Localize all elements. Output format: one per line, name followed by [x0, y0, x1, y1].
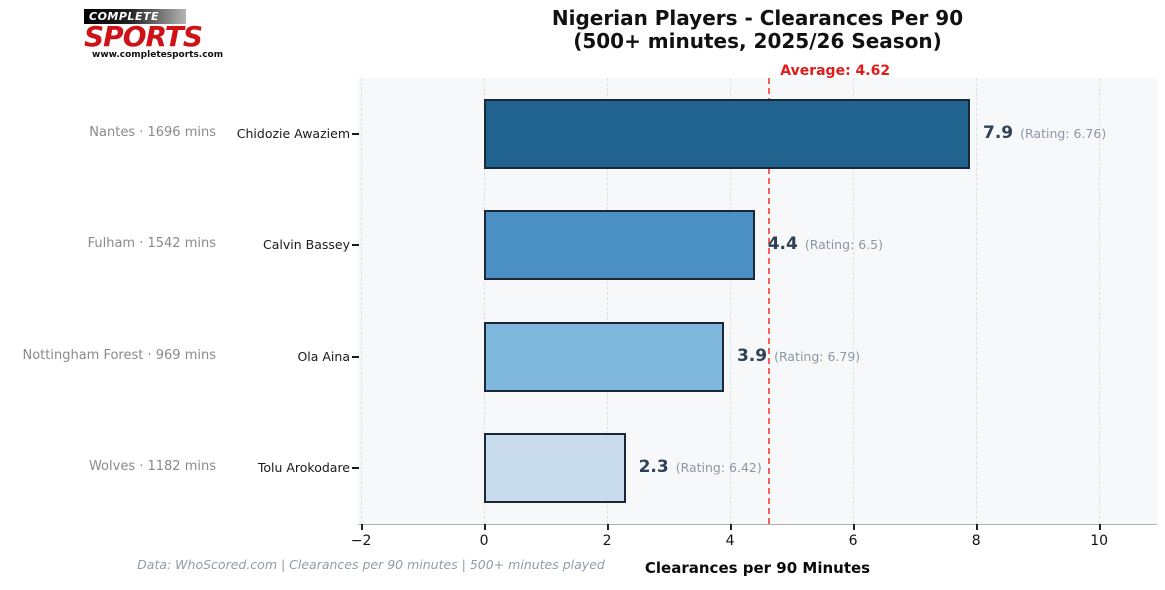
- value-number: 2.3: [638, 457, 669, 478]
- x-tick-label-6: 6: [848, 533, 858, 549]
- club-minutes-label-chidozie-awaziem: Nantes · 1696 mins: [89, 124, 216, 140]
- gridline-x-8: [976, 78, 978, 524]
- club-minutes-label-calvin-bassey: Fulham · 1542 mins: [87, 236, 216, 252]
- logo-complete-text: COMPLETE: [84, 9, 186, 24]
- average-line: [768, 78, 771, 524]
- player-name-label-ola-aina: Ola Aina: [297, 348, 350, 364]
- chart-title-line2: (500+ minutes, 2025/26 Season): [573, 29, 942, 53]
- y-tick-mark-ola-aina: [352, 355, 359, 358]
- y-tick-mark-calvin-bassey: [352, 244, 359, 247]
- player-name-label-calvin-bassey: Calvin Bassey: [263, 237, 350, 253]
- value-label-chidozie-awaziem: 7.9 (Rating: 6.76): [983, 123, 1106, 143]
- completesports-logo: COMPLETE SPORTS www.completesports.com: [84, 9, 224, 60]
- x-tick-mark-10: [1099, 524, 1101, 530]
- value-rating: (Rating: 6.76): [1020, 125, 1107, 141]
- gridline-x-10: [1099, 78, 1101, 524]
- value-label-ola-aina: 3.9 (Rating: 6.79): [737, 346, 860, 366]
- x-tick-label--2: −2: [350, 533, 372, 549]
- bar-calvin-bassey[interactable]: [484, 210, 755, 281]
- bar-chidozie-awaziem[interactable]: [484, 98, 970, 169]
- player-name-label-chidozie-awaziem: Chidozie Awaziem: [236, 125, 350, 141]
- gridline-x-0: [484, 78, 486, 524]
- chart-title: Nigerian Players - Clearances Per 90 (50…: [355, 7, 1160, 53]
- gridline-x-6: [853, 78, 855, 524]
- y-tick-mark-tolu-arokodare: [352, 467, 359, 470]
- club-minutes-label-tolu-arokodare: Wolves · 1182 mins: [88, 459, 216, 475]
- value-number: 7.9: [983, 122, 1014, 143]
- x-tick-mark-2: [607, 524, 609, 530]
- average-label: Average: 4.62: [780, 63, 891, 79]
- x-tick-label-4: 4: [725, 533, 735, 549]
- value-rating: (Rating: 6.42): [675, 460, 762, 476]
- x-tick-mark-0: [484, 524, 486, 530]
- value-number: 3.9: [736, 345, 768, 366]
- value-rating: (Rating: 6.79): [774, 348, 861, 364]
- value-rating: (Rating: 6.5): [804, 237, 883, 253]
- x-tick-label-2: 2: [602, 533, 612, 549]
- value-label-calvin-bassey: 4.4 (Rating: 6.5): [768, 234, 883, 254]
- value-label-tolu-arokodare: 2.3 (Rating: 6.42): [639, 457, 762, 477]
- plot-area: 7.9 (Rating: 6.76) 4.4 (Rating: 6.5) 3.9 (Rat…: [358, 78, 1157, 525]
- x-tick-label-10: 10: [1090, 533, 1109, 549]
- x-tick-mark-8: [976, 524, 978, 530]
- data-source-note: Data: WhoScored.com | Clearances per 90 …: [137, 557, 605, 572]
- gridline-x--2: [361, 78, 363, 524]
- x-tick-mark--2: [361, 524, 363, 530]
- x-tick-mark-6: [853, 524, 855, 530]
- chart-title-line1: Nigerian Players - Clearances Per 90: [551, 6, 964, 30]
- club-minutes-label-ola-aina: Nottingham Forest · 969 mins: [22, 347, 216, 363]
- bar-tolu-arokodare[interactable]: [484, 433, 626, 504]
- x-tick-label-0: 0: [479, 533, 489, 549]
- x-tick-mark-4: [730, 524, 732, 530]
- x-tick-label-8: 8: [971, 533, 981, 549]
- gridline-x-2: [607, 78, 609, 524]
- x-axis-label: Clearances per 90 Minutes: [644, 559, 871, 577]
- logo-url-text: www.completesports.com: [92, 50, 224, 60]
- y-tick-mark-chidozie-awaziem: [352, 132, 359, 135]
- value-number: 4.4: [767, 234, 798, 255]
- bar-ola-aina[interactable]: [484, 321, 724, 392]
- gridline-x-4: [730, 78, 732, 524]
- player-name-label-tolu-arokodare: Tolu Arokodare: [257, 460, 350, 476]
- logo-sports-text: SPORTS: [84, 20, 203, 53]
